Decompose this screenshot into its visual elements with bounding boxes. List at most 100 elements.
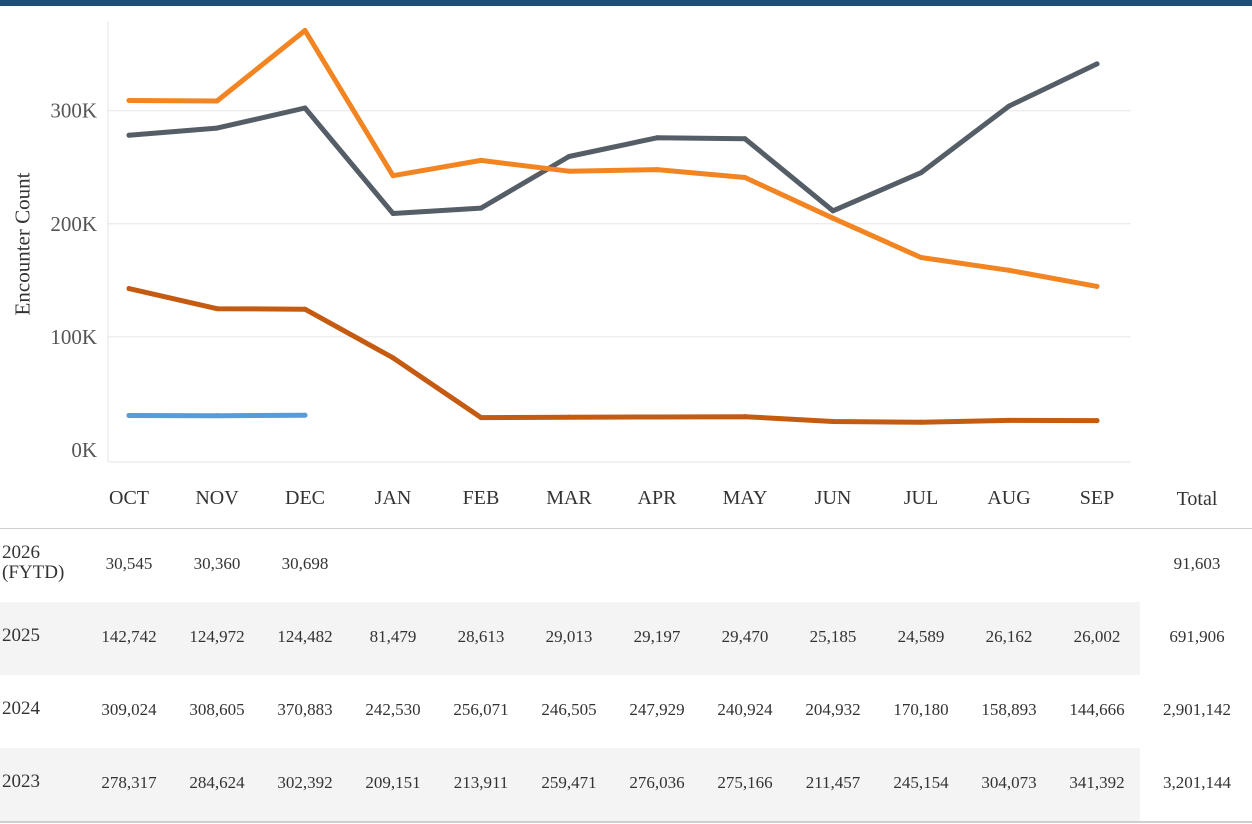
data-point bbox=[918, 419, 924, 425]
x-tick-label: NOV bbox=[195, 487, 239, 509]
table-cell: 124,482 bbox=[277, 627, 333, 646]
series-lines bbox=[126, 28, 1100, 425]
table-cell: 213,911 bbox=[453, 773, 509, 792]
table-cell: 246,505 bbox=[541, 700, 597, 719]
total-column-bg bbox=[1140, 602, 1252, 675]
table-cell: 124,972 bbox=[189, 627, 245, 646]
table-cell: 302,392 bbox=[277, 773, 333, 792]
data-point bbox=[918, 255, 924, 261]
data-point bbox=[830, 208, 836, 214]
row-year-label: 2023 bbox=[2, 771, 40, 792]
x-tick-label: DEC bbox=[285, 487, 325, 509]
data-point bbox=[214, 125, 220, 131]
table-cell: 209,151 bbox=[365, 773, 421, 792]
data-point bbox=[1094, 418, 1100, 424]
data-point bbox=[742, 175, 748, 181]
table-cell: 30,360 bbox=[193, 554, 241, 573]
data-point bbox=[214, 306, 220, 312]
table-cell: 276,036 bbox=[629, 773, 685, 792]
table-cell: 308,605 bbox=[189, 700, 245, 719]
table-cell: 204,932 bbox=[805, 700, 861, 719]
table-total-cell: 91,603 bbox=[1173, 554, 1221, 573]
table-cell: 242,530 bbox=[365, 700, 421, 719]
data-point bbox=[742, 414, 748, 420]
data-point bbox=[302, 306, 308, 312]
data-point bbox=[390, 210, 396, 216]
x-tick-label: FEB bbox=[462, 487, 500, 509]
table-cell: 278,317 bbox=[101, 773, 157, 792]
data-point bbox=[214, 98, 220, 104]
row-year-label: 2026 (FYTD) bbox=[2, 542, 65, 583]
data-point bbox=[830, 215, 836, 221]
table-cell: 259,471 bbox=[541, 773, 597, 792]
data-point bbox=[830, 419, 836, 425]
x-tick-label: AUG bbox=[987, 487, 1031, 509]
table-cell: 28,613 bbox=[457, 627, 505, 646]
table-cell: 240,924 bbox=[717, 700, 773, 719]
data-point bbox=[566, 154, 572, 160]
data-point bbox=[390, 355, 396, 361]
grid-lines bbox=[108, 110, 1131, 338]
table-cell: 142,742 bbox=[101, 627, 157, 646]
header-bar bbox=[0, 0, 1252, 6]
data-point bbox=[478, 415, 484, 421]
data-point bbox=[302, 28, 308, 34]
table-cell: 29,470 bbox=[721, 627, 769, 646]
y-tick-label: 300K bbox=[50, 99, 97, 123]
data-point bbox=[566, 414, 572, 420]
series-line-2025 bbox=[126, 286, 1100, 425]
table-cell: 24,589 bbox=[897, 627, 945, 646]
table-cell: 284,624 bbox=[189, 773, 245, 792]
x-tick-label: JUN bbox=[814, 487, 852, 509]
total-header: Total bbox=[1176, 488, 1218, 510]
table-cell: 30,698 bbox=[281, 554, 329, 573]
table-cell: 211,457 bbox=[805, 773, 861, 792]
table-cell: 247,929 bbox=[629, 700, 685, 719]
table-cell: 370,883 bbox=[277, 700, 333, 719]
table-cell: 144,666 bbox=[1069, 700, 1125, 719]
table-cell: 245,154 bbox=[893, 773, 949, 792]
data-point bbox=[742, 136, 748, 142]
data-point bbox=[126, 97, 132, 103]
data-point bbox=[654, 414, 660, 420]
data-point bbox=[302, 105, 308, 111]
table-divider bbox=[0, 821, 1252, 823]
data-point bbox=[478, 157, 484, 163]
data-point bbox=[302, 412, 308, 418]
data-point bbox=[566, 168, 572, 174]
x-tick-label: SEP bbox=[1079, 487, 1115, 509]
y-tick-label: 0K bbox=[71, 438, 97, 462]
table-cell: 25,185 bbox=[809, 627, 857, 646]
row-year-label: 2024 bbox=[2, 698, 40, 719]
line-chart: 0K 100K 200K 300K bbox=[50, 22, 1131, 463]
series-line-2023 bbox=[126, 61, 1100, 216]
table-cell: 304,073 bbox=[981, 773, 1037, 792]
x-tick-label: MAY bbox=[722, 487, 768, 509]
x-tick-label: JAN bbox=[374, 487, 412, 509]
data-point bbox=[654, 167, 660, 173]
x-tick-label: MAR bbox=[546, 487, 592, 509]
table-row: 2023 278,317 284,624 302,392 209,151 213,911 2… bbox=[0, 748, 1252, 821]
table-row: 2025 142,742 124,972 124,482 81,479 28,613 29,… bbox=[0, 602, 1252, 675]
table-cell: 170,180 bbox=[893, 700, 949, 719]
table-cell: 26,002 bbox=[1073, 627, 1121, 646]
table-total-cell: 691,906 bbox=[1169, 627, 1225, 646]
x-tick-label: OCT bbox=[109, 487, 149, 509]
data-point bbox=[214, 413, 220, 419]
table-total-cell: 3,201,144 bbox=[1163, 773, 1231, 792]
table-cell: 341,392 bbox=[1069, 773, 1125, 792]
table-cell: 256,071 bbox=[453, 700, 509, 719]
data-point bbox=[1006, 103, 1012, 109]
y-tick-label: 200K bbox=[50, 212, 97, 236]
data-point bbox=[1094, 283, 1100, 289]
table-total-cell: 2,901,142 bbox=[1163, 700, 1231, 719]
table-cell: 309,024 bbox=[101, 700, 157, 719]
data-point bbox=[654, 135, 660, 141]
x-tick-label: APR bbox=[637, 487, 677, 509]
table-cell: 26,162 bbox=[985, 627, 1033, 646]
data-point bbox=[1094, 61, 1100, 67]
data-point bbox=[1006, 267, 1012, 273]
table-cell: 158,893 bbox=[981, 700, 1037, 719]
total-column-bg bbox=[1140, 748, 1252, 821]
data-point bbox=[478, 205, 484, 211]
